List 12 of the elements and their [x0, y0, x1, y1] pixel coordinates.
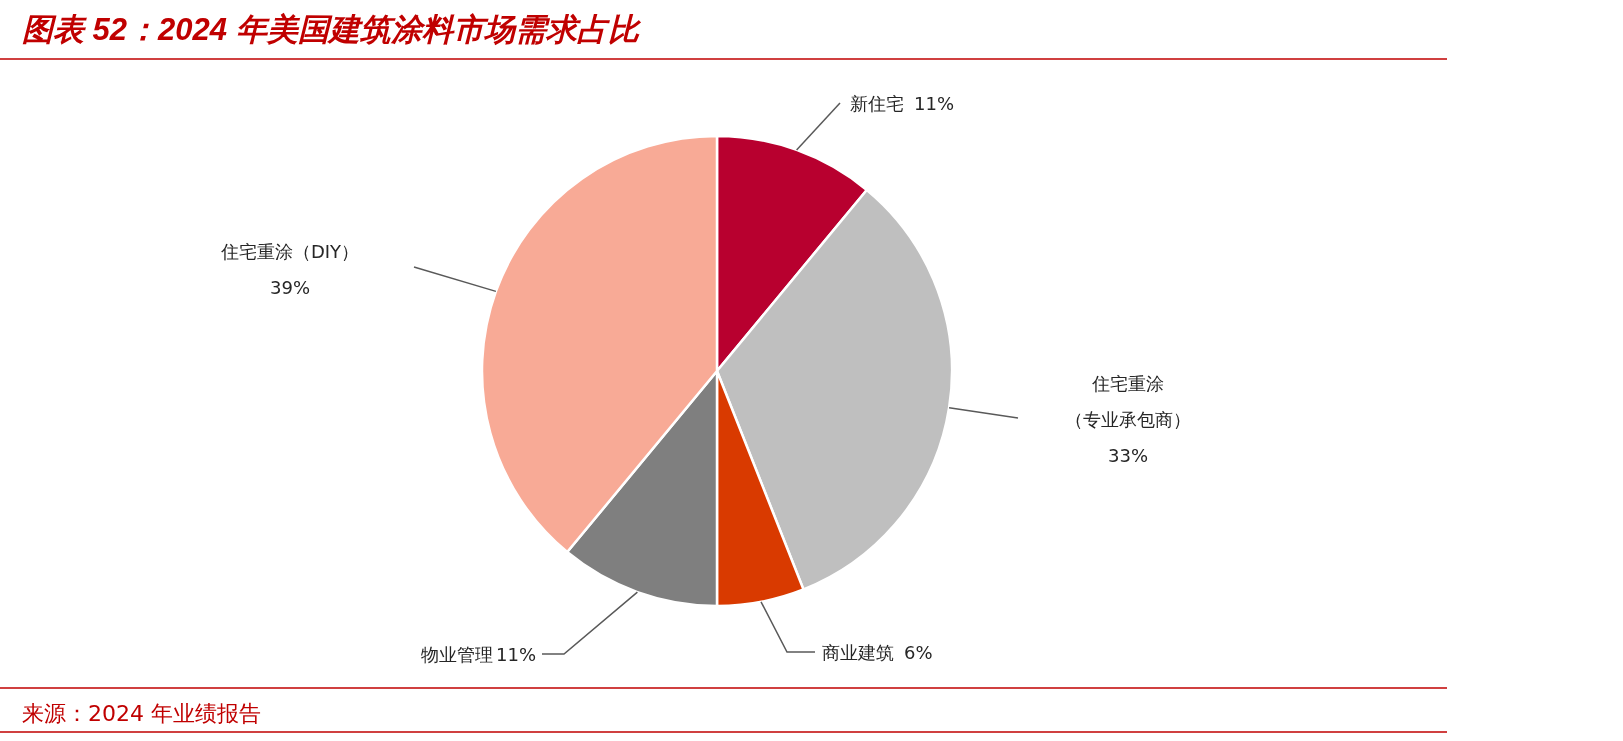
- data-label: 39%: [269, 277, 311, 298]
- data-label: 33%: [1107, 445, 1149, 466]
- source-note: 来源：2024 年业绩报告: [22, 701, 261, 726]
- slice-label: 住宅重涂（DIY）: [219, 241, 360, 262]
- data-label: 11%: [914, 93, 955, 114]
- slice-label: 物业管理: [421, 644, 493, 665]
- slice-label: 住宅重涂（专业承包商）: [1065, 373, 1191, 430]
- data-label: 11%: [495, 644, 536, 665]
- slice-label: 新住宅: [850, 93, 904, 114]
- chart-title: 图表 52：2024 年美国建筑涂料市场需求占比: [22, 12, 642, 47]
- slice-label: 商业建筑: [822, 642, 894, 663]
- data-label: 6%: [904, 642, 933, 663]
